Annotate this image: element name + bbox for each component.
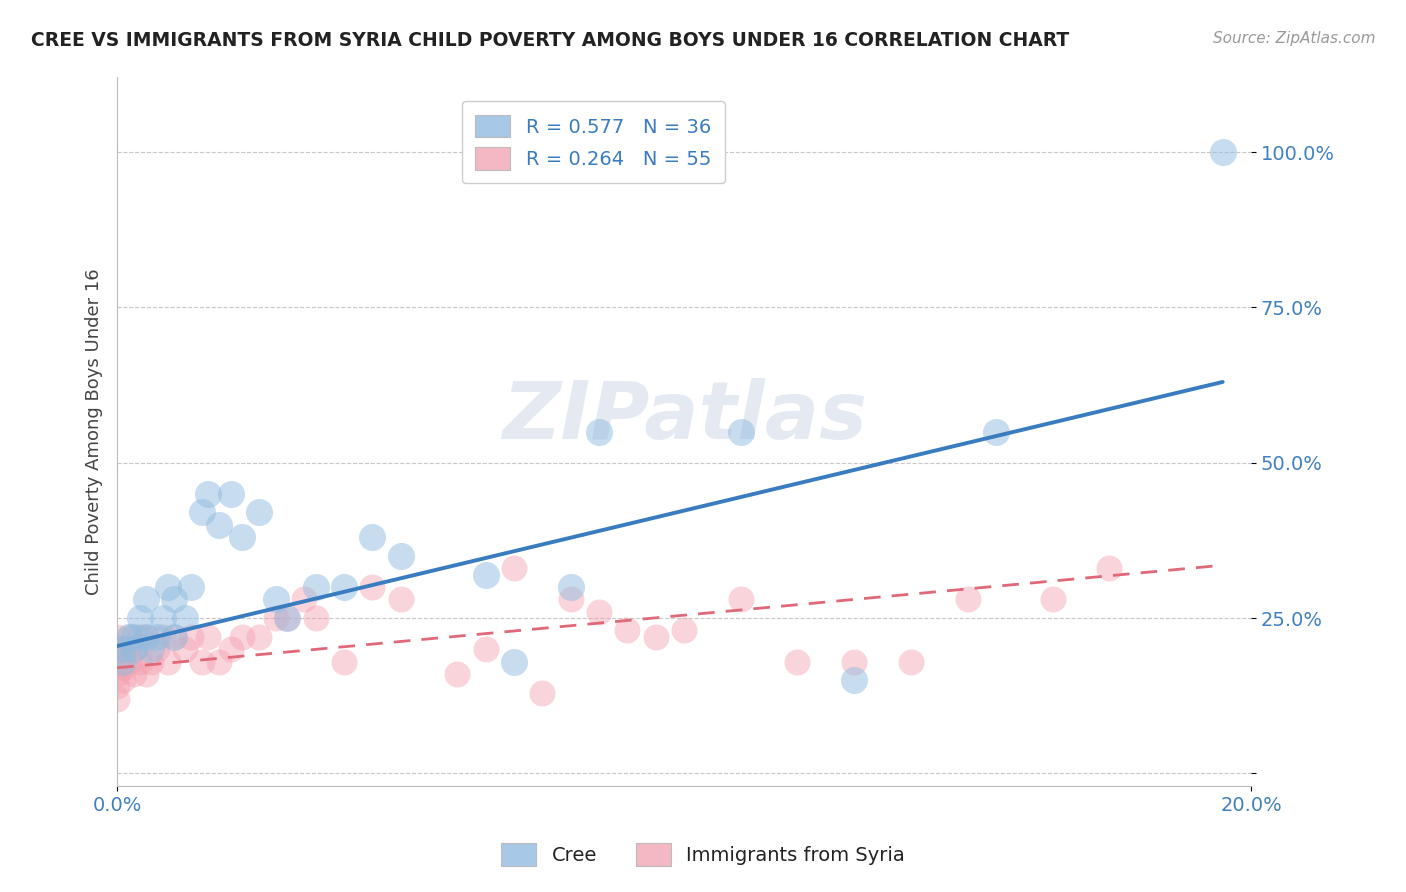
Point — [122, 642, 145, 657]
Point — [231, 530, 253, 544]
Point — [531, 685, 554, 699]
Text: ZIPatlas: ZIPatlas — [502, 378, 866, 457]
Point — [122, 642, 145, 657]
Point — [180, 580, 202, 594]
Point — [786, 655, 808, 669]
Point — [247, 630, 270, 644]
Point — [264, 592, 287, 607]
Point — [197, 487, 219, 501]
Point — [117, 655, 139, 669]
Point — [174, 611, 197, 625]
Point — [105, 680, 128, 694]
Point — [117, 630, 139, 644]
Point — [304, 580, 326, 594]
Point — [105, 691, 128, 706]
Point — [673, 624, 696, 638]
Point — [135, 667, 157, 681]
Point — [208, 655, 231, 669]
Point — [111, 661, 134, 675]
Point — [197, 630, 219, 644]
Point — [191, 655, 214, 669]
Point — [276, 611, 298, 625]
Point — [141, 655, 163, 669]
Point — [231, 630, 253, 644]
Point — [191, 505, 214, 519]
Point — [141, 642, 163, 657]
Point — [474, 567, 496, 582]
Point — [111, 673, 134, 688]
Point — [560, 592, 582, 607]
Point — [111, 655, 134, 669]
Point — [304, 611, 326, 625]
Point — [446, 667, 468, 681]
Point — [333, 655, 356, 669]
Point — [157, 655, 180, 669]
Point — [135, 592, 157, 607]
Point — [105, 642, 128, 657]
Point — [361, 580, 384, 594]
Point — [163, 630, 186, 644]
Point — [105, 642, 128, 657]
Text: CREE VS IMMIGRANTS FROM SYRIA CHILD POVERTY AMONG BOYS UNDER 16 CORRELATION CHAR: CREE VS IMMIGRANTS FROM SYRIA CHILD POVE… — [31, 31, 1069, 50]
Point — [152, 611, 174, 625]
Point — [180, 630, 202, 644]
Point — [1098, 561, 1121, 575]
Point — [276, 611, 298, 625]
Point — [503, 561, 526, 575]
Point — [128, 630, 150, 644]
Point — [122, 630, 145, 644]
Point — [361, 530, 384, 544]
Point — [844, 655, 866, 669]
Text: Source: ZipAtlas.com: Source: ZipAtlas.com — [1212, 31, 1375, 46]
Point — [588, 425, 610, 439]
Point — [264, 611, 287, 625]
Point — [247, 505, 270, 519]
Point — [644, 630, 666, 644]
Point — [105, 667, 128, 681]
Point — [730, 592, 752, 607]
Point — [117, 630, 139, 644]
Point — [474, 642, 496, 657]
Point — [560, 580, 582, 594]
Point — [900, 655, 922, 669]
Point — [117, 642, 139, 657]
Point — [389, 549, 412, 563]
Point — [219, 487, 242, 501]
Point — [333, 580, 356, 594]
Point — [174, 642, 197, 657]
Point — [163, 630, 186, 644]
Point — [135, 630, 157, 644]
Point — [135, 630, 157, 644]
Point — [503, 655, 526, 669]
Point — [984, 425, 1007, 439]
Point — [105, 655, 128, 669]
Point — [219, 642, 242, 657]
Point — [1042, 592, 1064, 607]
Point — [128, 655, 150, 669]
Point — [146, 630, 169, 644]
Point — [730, 425, 752, 439]
Point — [157, 580, 180, 594]
Point — [956, 592, 979, 607]
Point — [111, 642, 134, 657]
Point — [111, 642, 134, 657]
Point — [844, 673, 866, 688]
Point — [616, 624, 638, 638]
Point — [588, 605, 610, 619]
Point — [1212, 145, 1234, 159]
Point — [152, 630, 174, 644]
Point — [163, 592, 186, 607]
Point — [122, 667, 145, 681]
Legend: Cree, Immigrants from Syria: Cree, Immigrants from Syria — [494, 835, 912, 873]
Point — [389, 592, 412, 607]
Point — [146, 642, 169, 657]
Point — [105, 630, 128, 644]
Legend: R = 0.577   N = 36, R = 0.264   N = 55: R = 0.577 N = 36, R = 0.264 N = 55 — [461, 102, 725, 183]
Point — [208, 517, 231, 532]
Y-axis label: Child Poverty Among Boys Under 16: Child Poverty Among Boys Under 16 — [86, 268, 103, 595]
Point — [128, 611, 150, 625]
Point — [292, 592, 315, 607]
